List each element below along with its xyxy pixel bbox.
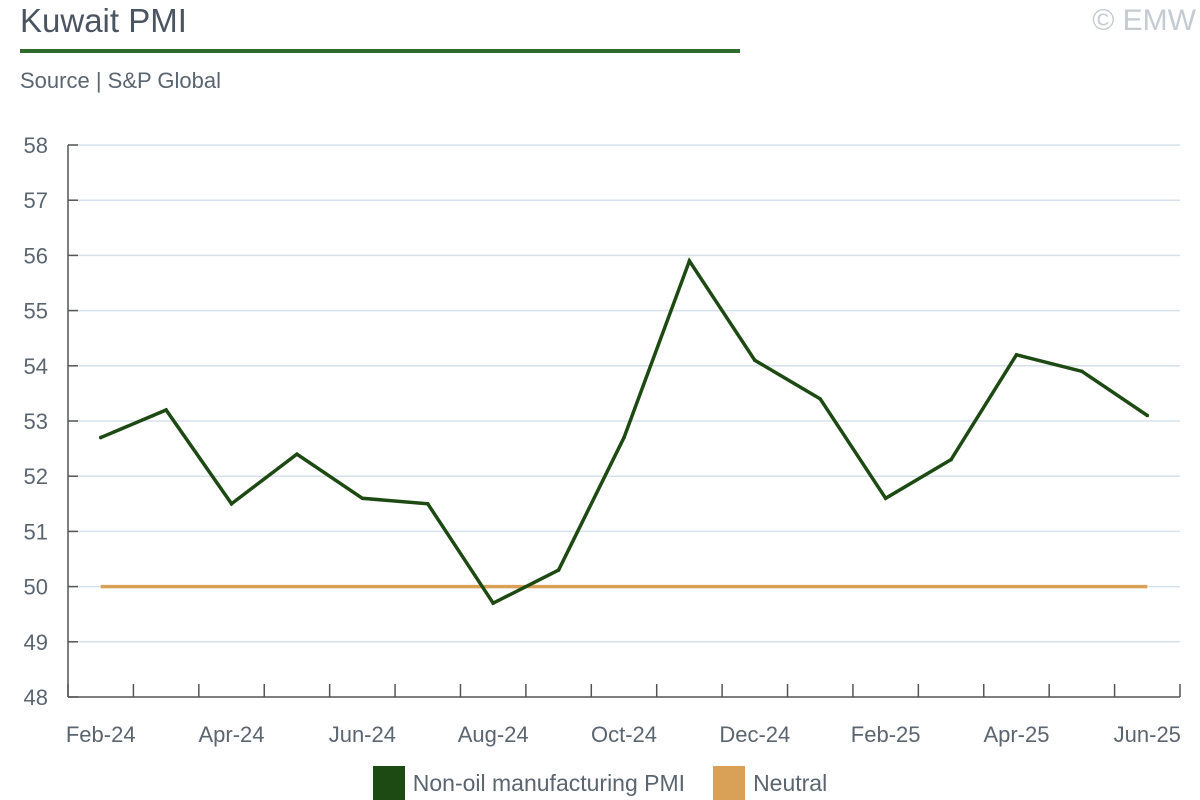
data-point-pmi-Dec-24 xyxy=(753,358,757,363)
data-point-pmi-May-25 xyxy=(1080,369,1084,374)
data-point-pmi-Nov-24 xyxy=(687,259,692,263)
x-tick-label-Dec-24: Dec-24 xyxy=(719,722,790,747)
x-tick-label-Jun-25: Jun-25 xyxy=(1114,722,1181,747)
y-tick-label-58: 58 xyxy=(24,133,48,158)
data-point-pmi-Jul-24 xyxy=(425,502,430,506)
x-tick-label-Aug-24: Aug-24 xyxy=(458,722,529,747)
series-line-pmi xyxy=(100,257,1149,606)
data-point-pmi-Feb-25 xyxy=(883,496,888,501)
y-tick-label-49: 49 xyxy=(24,630,48,655)
data-point-pmi-Jun-25 xyxy=(1145,413,1150,418)
data-point-pmi-Sep-24 xyxy=(556,568,561,572)
title-underline xyxy=(20,49,740,53)
chart-title: Kuwait PMI xyxy=(20,2,187,39)
y-tick-label-55: 55 xyxy=(24,299,48,324)
data-point-pmi-Aug-24 xyxy=(491,601,495,605)
chart-subtitle: Source | S&P Global xyxy=(20,68,221,93)
legend-swatch-neutral xyxy=(713,766,746,800)
data-point-pmi-Mar-25 xyxy=(949,457,953,462)
x-tick-label-Feb-24: Feb-24 xyxy=(66,722,136,747)
line-chart: 48 49 50 51 52 53 54 55 56 57 58 Feb-24 Apr-24 Jun-24… xyxy=(24,133,1181,747)
y-tick-label-52: 52 xyxy=(24,464,48,489)
legend-item-pmi: Non-oil manufacturing PMI xyxy=(372,766,686,800)
data-point-pmi-Jan-25 xyxy=(818,397,823,401)
x-tick-label-Apr-24: Apr-24 xyxy=(199,722,265,747)
watermark: © EMW xyxy=(1092,4,1196,37)
legend-label-pmi: Non-oil manufacturing PMI xyxy=(412,769,686,796)
y-tick-label-57: 57 xyxy=(24,188,48,213)
data-point-pmi-May-24 xyxy=(295,452,299,456)
x-tick-label-Jun-24: Jun-24 xyxy=(329,722,396,747)
x-tick-label-Feb-25: Feb-25 xyxy=(851,722,921,747)
legend-item-neutral: Neutral xyxy=(713,766,827,800)
x-tick-label-Apr-25: Apr-25 xyxy=(983,722,1049,747)
data-point-pmi-Apr-24 xyxy=(229,502,234,506)
y-tick-label-48: 48 xyxy=(24,685,48,710)
y-tick-label-51: 51 xyxy=(24,519,48,544)
legend: Non-oil manufacturing PMI Neutral xyxy=(0,766,1200,800)
data-point-pmi-Feb-24 xyxy=(98,435,103,440)
y-tick-label-54: 54 xyxy=(24,354,48,379)
y-tick-label-50: 50 xyxy=(24,575,48,600)
legend-swatch-pmi xyxy=(372,766,405,800)
legend-label-neutral: Neutral xyxy=(753,769,828,796)
data-point-pmi-Oct-24 xyxy=(622,435,626,440)
x-tick-label-Oct-24: Oct-24 xyxy=(591,722,657,747)
data-point-pmi-Mar-24 xyxy=(164,408,168,412)
data-point-pmi-Jun-24 xyxy=(360,496,365,501)
y-tick-label-53: 53 xyxy=(24,409,48,434)
y-tick-label-56: 56 xyxy=(24,243,48,268)
data-point-pmi-Apr-25 xyxy=(1014,352,1019,357)
